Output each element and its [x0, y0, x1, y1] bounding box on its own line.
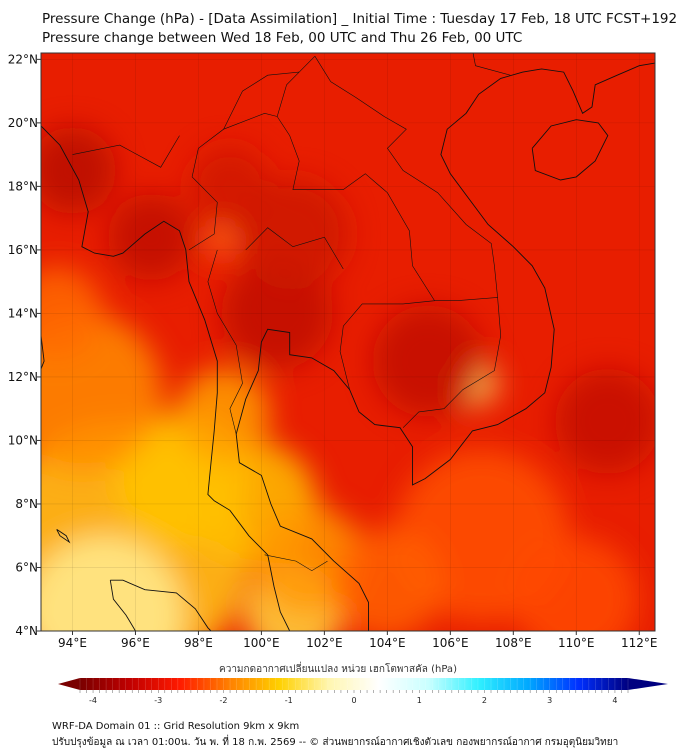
border-line [276, 116, 436, 390]
pressure-blob [189, 146, 271, 227]
pressure-field [41, 127, 655, 631]
country-borders [72, 53, 511, 572]
pressure-blob [514, 537, 639, 631]
coastline [531, 119, 609, 181]
pressure-blob [555, 368, 655, 475]
x-tick-label: 104°E [369, 636, 406, 650]
pressure-blob [204, 224, 236, 256]
colorbar-tick-label: 1 [417, 696, 422, 705]
coastline [235, 62, 655, 631]
border-line [314, 56, 498, 298]
y-tick-label: 22°N [8, 52, 38, 66]
y-tick-label: 20°N [8, 116, 38, 130]
y-tick-label: 16°N [8, 243, 38, 257]
x-tick-label: 98°E [184, 636, 213, 650]
colorbar-label: ความกดอากาศเปลี่ยนแปลง หน่วย เฮกโตพาสคัล… [219, 664, 457, 675]
coastline [56, 529, 71, 544]
y-tick-label: 6°N [15, 560, 38, 574]
y-tick-label: 8°N [15, 497, 38, 511]
border-line [207, 249, 243, 435]
x-tick-label: 112°E [621, 636, 658, 650]
colorbar-tick-label: -1 [285, 696, 293, 705]
colorbar-tick-label: -4 [89, 696, 97, 705]
pressure-blob [331, 527, 444, 631]
coastlines [41, 62, 655, 631]
chart-subtitle: Pressure change between Wed 18 Feb, 00 U… [42, 30, 523, 46]
chart-title: Pressure Change (hPa) - [Data Assimilati… [42, 11, 676, 27]
y-axis-ticks: 4°N 6°N 8°N 10°N 12°N 14°N 16°N 18°N 20°N 22°N [8, 52, 41, 638]
pressure-blob [372, 305, 485, 417]
coastline [41, 125, 291, 631]
border-line [402, 297, 502, 428]
pressure-blob [107, 193, 195, 281]
y-tick-label: 18°N [8, 179, 38, 193]
border-line [276, 55, 316, 117]
colorbar-tick-label: 3 [547, 696, 552, 705]
x-tick-label: 102°E [306, 636, 343, 650]
coastline [109, 580, 136, 631]
x-tick-label: 106°E [432, 636, 469, 650]
pressure-blob [41, 127, 116, 214]
border-line [188, 112, 278, 251]
map-frame [40, 52, 656, 632]
colorbar: -4 -3 -2 -1 0 1 2 3 4 [58, 678, 668, 705]
border-line [223, 71, 300, 130]
border-line [264, 554, 328, 572]
x-tick-label: 94°E [58, 636, 87, 650]
footer-model-info: WRF-DA Domain 01 :: Grid Resolution 9km … [52, 721, 300, 732]
colorbar-tick-label: 4 [612, 696, 617, 705]
colorbar-min-arrow [58, 678, 80, 690]
border-line [245, 227, 344, 270]
y-tick-label: 14°N [8, 306, 38, 320]
colorbar-gradient [80, 678, 628, 690]
pressure-change-map: 94°E 96°E 98°E 100°E 102°E 104°E 106°E 108°E 110… [8, 52, 668, 705]
x-tick-label: 100°E [243, 636, 280, 650]
colorbar-tick-label: -2 [220, 696, 228, 705]
footer-credit: ปรับปรุงข้อมูล ณ เวลา 01:00น. วัน พ. ที่… [52, 737, 619, 748]
colorbar-tick-label: 0 [351, 696, 356, 705]
coastline [41, 335, 45, 371]
colorbar-tick-label: -3 [154, 696, 162, 705]
colorbar-max-arrow [628, 678, 668, 690]
border-line [396, 53, 511, 76]
y-tick-label: 12°N [8, 370, 38, 384]
pressure-blob [41, 266, 104, 360]
pressure-blob [41, 534, 185, 631]
x-tick-label: 108°E [495, 636, 532, 650]
x-tick-label: 110°E [558, 636, 595, 650]
y-tick-label: 10°N [8, 433, 38, 447]
border-line [72, 135, 180, 168]
x-axis-ticks: 94°E 96°E 98°E 100°E 102°E 104°E 106°E 108°E 110… [58, 631, 658, 650]
coastline [110, 579, 212, 631]
pressure-blob [177, 368, 271, 462]
y-tick-label: 4°N [15, 624, 38, 638]
colorbar-tick-label: 2 [482, 696, 487, 705]
x-tick-label: 96°E [121, 636, 150, 650]
